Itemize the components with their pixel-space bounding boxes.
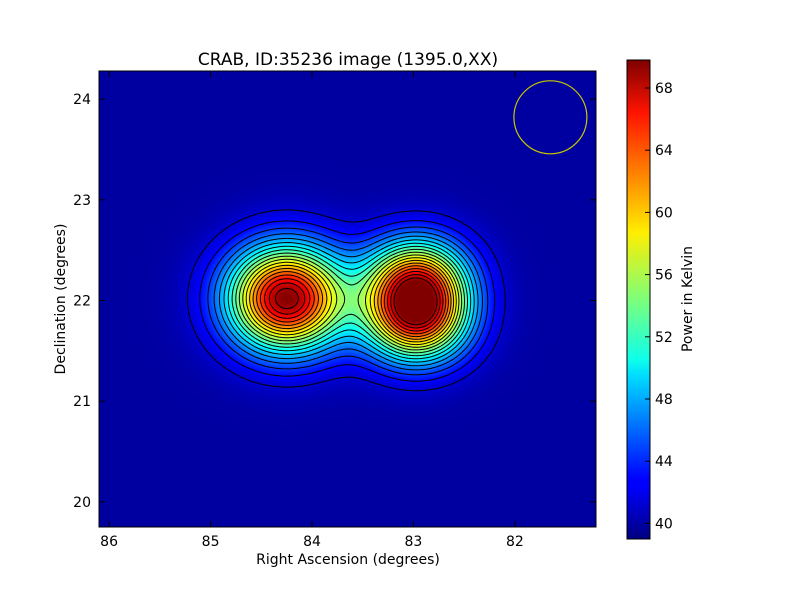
colorbar-tick-label: 44 xyxy=(655,454,673,470)
x-tick-label: 86 xyxy=(100,534,118,550)
x-tick-label: 83 xyxy=(404,534,422,550)
contour-level-9 xyxy=(238,251,463,351)
contour-level-1 xyxy=(199,220,496,382)
y-axis: 20 21 22 23 24 xyxy=(73,92,596,511)
contour-level-0 xyxy=(187,209,506,392)
y-tick-label: 24 xyxy=(73,92,91,108)
contour-level-2 xyxy=(207,226,489,376)
y-tick-label: 20 xyxy=(73,495,91,511)
chart-title: CRAB, ID:35236 image (1395.0,XX) xyxy=(198,50,498,70)
x-axis-label: Right Ascension (degrees) xyxy=(256,552,440,568)
y-tick-label: 22 xyxy=(73,294,91,310)
contour-level-8 xyxy=(235,248,465,354)
contour-level-11 xyxy=(245,257,457,346)
colorbar-tick-label: 52 xyxy=(655,330,673,346)
contour-level-12 xyxy=(249,259,455,343)
x-tick-label: 85 xyxy=(202,534,220,550)
contour-level-4 xyxy=(218,235,479,367)
plot-area xyxy=(98,70,597,528)
contour-level-5 xyxy=(223,239,475,363)
contour-level-15 xyxy=(259,268,447,335)
contour-level-17 xyxy=(268,274,441,329)
colorbar-tick-label: 68 xyxy=(655,81,673,97)
contour-level-3 xyxy=(213,231,483,371)
x-tick-label: 84 xyxy=(303,534,321,550)
colorbar-tick-label: 40 xyxy=(655,516,673,532)
y-axis-label: Declination (degrees) xyxy=(53,224,69,375)
contour-level-14 xyxy=(256,265,449,338)
beam-circle-marker xyxy=(513,80,588,155)
contour-level-16 xyxy=(264,271,444,332)
plot-frame xyxy=(98,70,597,528)
contour-level-10 xyxy=(242,254,460,348)
colorbar-gradient xyxy=(626,59,651,540)
contour-lines xyxy=(187,209,506,392)
contour-level-7 xyxy=(231,245,468,357)
contour-level-18 xyxy=(275,277,438,326)
x-tick-label: 82 xyxy=(506,534,524,550)
colorbar-tick-label: 56 xyxy=(655,268,673,284)
colorbar-tick-label: 60 xyxy=(655,205,673,221)
colorbar-tick-label: 64 xyxy=(655,143,673,159)
y-tick-label: 21 xyxy=(73,394,91,410)
contour-level-6 xyxy=(227,242,472,360)
colorbar: 40 44 48 52 56 60 64 68 xyxy=(626,59,673,540)
x-axis: 86 85 84 83 82 xyxy=(100,71,524,550)
colorbar-label: Power in Kelvin xyxy=(680,246,696,352)
y-tick-label: 23 xyxy=(73,193,91,209)
colorbar-tick-label: 48 xyxy=(655,392,673,408)
colorbar-ticks: 40 44 48 52 56 60 64 68 xyxy=(645,81,673,532)
contour-level-13 xyxy=(252,262,452,340)
heatmap-image xyxy=(99,71,596,527)
